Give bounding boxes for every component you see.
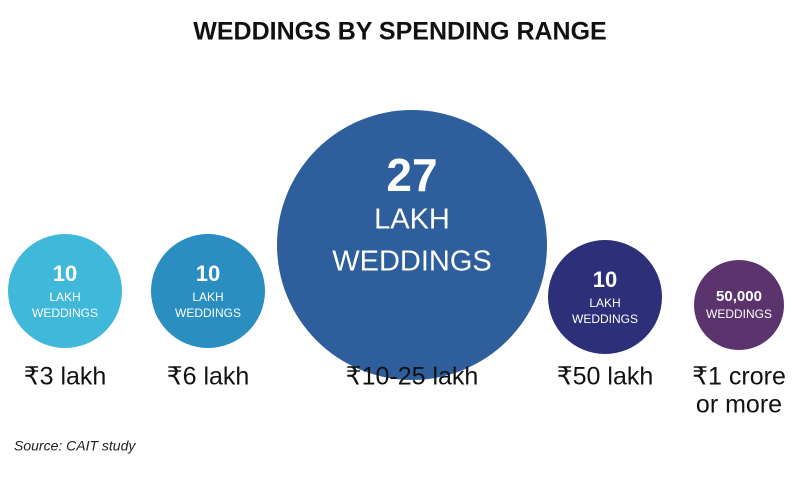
bubble-unit: WEDDINGS <box>332 246 492 278</box>
range-label: ₹3 lakh <box>24 363 107 391</box>
bubble <box>151 234 265 348</box>
bubble-unit: LAKH <box>192 290 223 304</box>
bubble-unit: WEDDINGS <box>706 307 772 321</box>
bubble-unit: LAKH <box>589 296 620 310</box>
bubble-unit: WEDDINGS <box>572 312 638 326</box>
bubble-value: 10 <box>196 261 220 286</box>
bubble <box>548 240 662 354</box>
bubble-value: 10 <box>593 267 617 292</box>
bubble-unit: WEDDINGS <box>32 306 98 320</box>
bubble-value: 27 <box>386 149 437 201</box>
range-label: ₹50 lakh <box>557 363 654 391</box>
bubble-value: 50,000 <box>716 288 762 305</box>
range-label: ₹1 crore <box>692 363 786 391</box>
range-label: ₹10-25 lakh <box>346 363 479 391</box>
bubble-unit: WEDDINGS <box>175 306 241 320</box>
bubble <box>694 260 784 350</box>
bubble-value: 10 <box>53 261 77 286</box>
title: WEDDINGS BY SPENDING RANGE <box>193 18 606 46</box>
bubble-unit: LAKH <box>374 204 450 236</box>
range-label: or more <box>696 391 782 419</box>
source: Source: CAIT study <box>14 438 136 454</box>
range-label: ₹6 lakh <box>167 363 250 391</box>
bubble <box>8 234 122 348</box>
bubble-unit: LAKH <box>49 290 80 304</box>
bubble <box>277 110 547 380</box>
